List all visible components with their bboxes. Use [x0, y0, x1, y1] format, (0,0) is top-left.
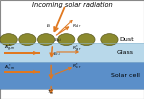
Circle shape — [0, 34, 17, 46]
Text: $E_i$: $E_i$ — [46, 23, 52, 30]
Circle shape — [101, 34, 118, 46]
Circle shape — [78, 34, 95, 46]
Text: $E_{c,i}$: $E_{c,i}$ — [53, 50, 61, 58]
Circle shape — [37, 34, 55, 46]
Bar — [0, 62, 144, 89]
Bar — [4, 71, 40, 73]
Text: Dust: Dust — [119, 37, 134, 42]
Text: $T^*_m$: $T^*_m$ — [47, 87, 55, 98]
Text: $R_{d,r}$: $R_{d,r}$ — [72, 23, 82, 30]
Text: Glass: Glass — [117, 50, 134, 55]
Text: $A^*_{c,m}$: $A^*_{c,m}$ — [4, 62, 16, 73]
Text: $A^*_{g,m}$: $A^*_{g,m}$ — [4, 43, 16, 54]
Text: Solar cell: Solar cell — [111, 73, 140, 78]
Text: $R^*_{g,r}$: $R^*_{g,r}$ — [72, 44, 82, 55]
Text: Incoming solar radiation: Incoming solar radiation — [32, 1, 112, 8]
Bar — [4, 52, 40, 54]
Bar — [0, 43, 144, 62]
Circle shape — [58, 34, 75, 46]
Text: $R^*_{c,r}$: $R^*_{c,r}$ — [72, 62, 82, 72]
Circle shape — [19, 34, 36, 46]
Text: $E_{g,i}$: $E_{g,i}$ — [54, 36, 62, 45]
